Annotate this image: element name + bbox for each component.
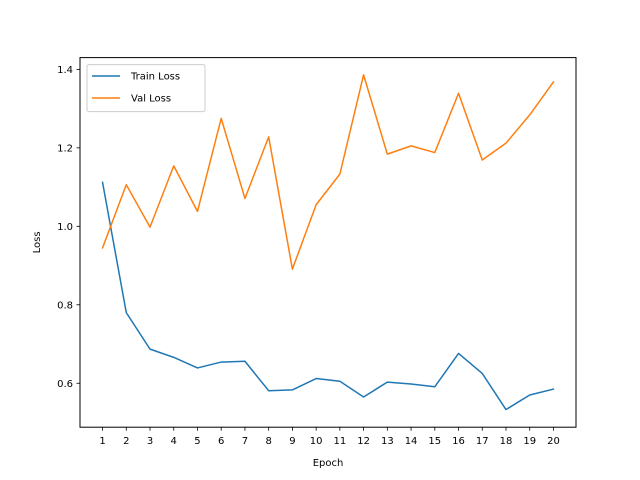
x-tick-label: 18: [500, 436, 513, 447]
y-tick-label: 0.6: [57, 379, 73, 390]
x-tick-label: 6: [218, 436, 224, 447]
x-tick-label: 5: [194, 436, 200, 447]
x-tick-label: 9: [289, 436, 295, 447]
series-layer: [101, 74, 555, 411]
x-tick-label: 20: [547, 436, 560, 447]
x-tick-label: 16: [452, 436, 465, 447]
x-tick-label: 14: [405, 436, 418, 447]
x-tick-label: 13: [381, 436, 394, 447]
x-tick-label: 11: [333, 436, 346, 447]
x-tick-label: 19: [523, 436, 536, 447]
y-tick-label: 1.0: [57, 222, 73, 233]
series-line-1: [101, 74, 555, 270]
legend-label-1: Val Loss: [131, 94, 171, 105]
x-tick-label: 10: [310, 436, 323, 447]
y-tick-label: 1.2: [57, 143, 73, 154]
x-tick-label: 15: [428, 436, 441, 447]
legend-label-0: Train Loss: [130, 72, 180, 83]
series-line-0: [101, 181, 555, 411]
plot-area-frame: [79, 57, 577, 428]
y-tick-label: 1.4: [57, 65, 73, 76]
legend: Train Loss Val Loss: [86, 64, 206, 113]
x-tick-label: 4: [171, 436, 177, 447]
x-tick-label: 2: [123, 436, 129, 447]
x-tick-label: 3: [147, 436, 153, 447]
x-tick-label: 17: [476, 436, 489, 447]
x-tick-label: 7: [242, 436, 248, 447]
x-tick-label: 8: [265, 436, 271, 447]
x-axis: 1 2 3 4 5 6 7 8 9 10 11 12 13 14 15 16 17 18 19 20: [99, 427, 560, 447]
x-tick-label: 1: [99, 436, 105, 447]
y-axis: 0.6 0.8 1.0 1.2 1.4: [57, 65, 80, 390]
y-tick-label: 0.8: [57, 300, 73, 311]
y-axis-title: Loss: [32, 231, 43, 253]
x-axis-title: Epoch: [313, 458, 344, 469]
x-tick-label: 12: [357, 436, 370, 447]
